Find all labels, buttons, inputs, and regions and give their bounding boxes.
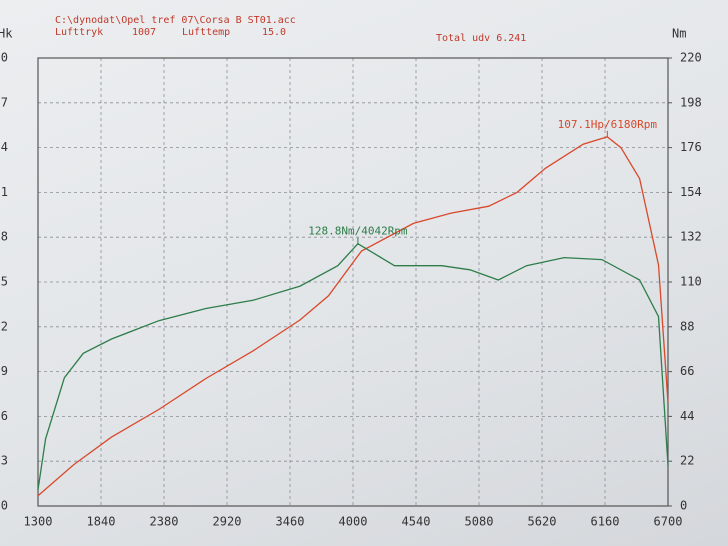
- y-tick-label: 117: [0, 95, 8, 109]
- y-axis-label: Hk: [0, 27, 13, 41]
- y-tick-label: 104: [0, 140, 8, 154]
- annotation: 107.1Hp/6180Rpm: [558, 118, 658, 131]
- y2-tick-label: 22: [680, 454, 694, 468]
- x-tick-label: 4540: [402, 515, 431, 529]
- y2-tick-label: 176: [680, 140, 702, 154]
- x-tick-label: 2920: [213, 515, 242, 529]
- x-tick-label: 3460: [276, 515, 305, 529]
- x-tick-label: 6700: [654, 515, 683, 529]
- y2-tick-label: 220: [680, 51, 702, 65]
- y2-tick-label: 44: [680, 409, 694, 423]
- y2-tick-label: 154: [680, 185, 702, 199]
- x-tick-label: 1300: [24, 515, 53, 529]
- plot-frame: [37, 57, 669, 507]
- y2-tick-label: 110: [680, 275, 702, 289]
- series-line: [37, 136, 669, 497]
- y-tick-label: 0: [1, 499, 8, 513]
- x-tick-label: 6160: [591, 515, 620, 529]
- y-tick-label: 26: [0, 409, 8, 423]
- y-tick-label: 39: [0, 364, 8, 378]
- y2-tick-label: 88: [680, 319, 694, 333]
- y2-tick-label: 132: [680, 230, 702, 244]
- x-tick-label: 5620: [528, 515, 557, 529]
- y-tick-label: 91: [0, 185, 8, 199]
- y2-tick-label: 0: [680, 499, 687, 513]
- y-tick-label: 13: [0, 454, 8, 468]
- y-tick-label: 78: [0, 230, 8, 244]
- annotation: 128.8Nm/4042Rpm: [308, 225, 408, 238]
- y-tick-label: 130: [0, 51, 8, 65]
- pressure-value: 1007: [132, 27, 156, 38]
- y-tick-label: 52: [0, 319, 8, 333]
- y2-tick-label: 198: [680, 95, 702, 109]
- y2-axis-label: Nm: [672, 27, 686, 41]
- temp-label: Lufttemp: [182, 27, 230, 38]
- x-tick-label: 2380: [150, 515, 179, 529]
- file-name: C:\dynodat\Opel tref 07\Corsa B ST01.acc: [55, 15, 296, 26]
- x-tick-label: 4000: [339, 515, 368, 529]
- y2-tick-label: 66: [680, 364, 694, 378]
- x-tick-label: 5080: [465, 515, 494, 529]
- total: Total udv 6.241: [436, 33, 526, 44]
- temp-value: 15.0: [262, 27, 286, 38]
- y-tick-label: 65: [0, 275, 8, 289]
- pressure-label: Lufttryk: [55, 27, 103, 38]
- x-tick-label: 1840: [87, 515, 116, 529]
